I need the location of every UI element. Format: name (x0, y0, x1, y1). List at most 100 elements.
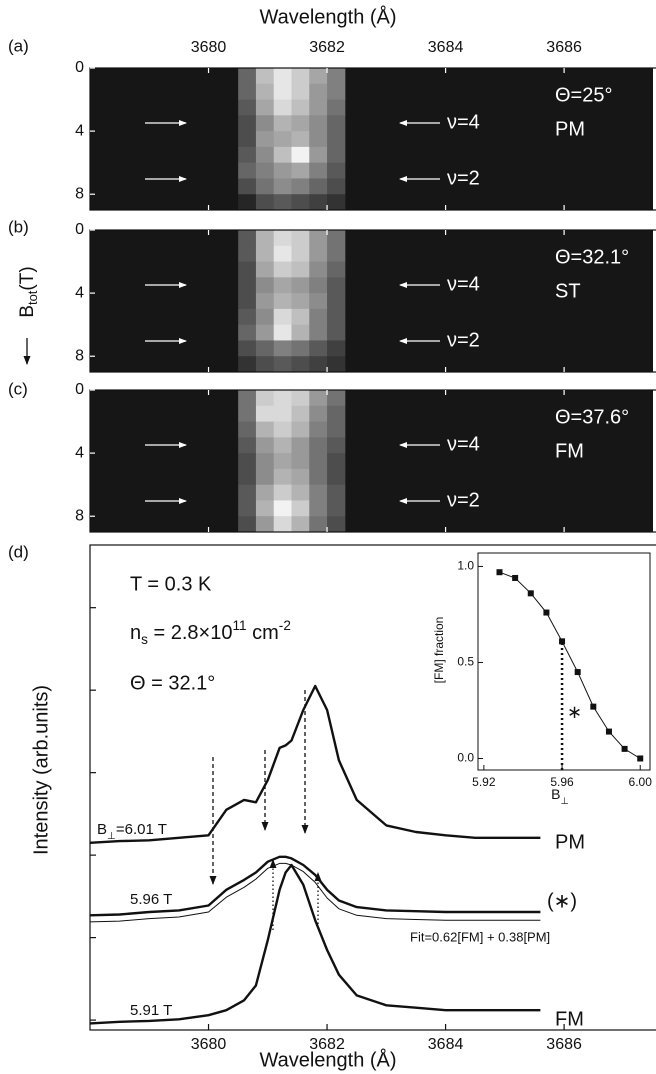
heatmap-cell (309, 178, 328, 195)
panel-label: (b) (8, 217, 29, 236)
text-part: cm (247, 622, 279, 644)
heatmap-cell (273, 500, 292, 517)
heatmap-cell (291, 356, 310, 373)
heatmap-cell (291, 453, 310, 470)
heatmap-cell (238, 277, 257, 294)
text-part: ⊥ (561, 796, 569, 807)
filling-factor-label: ν=2 (447, 489, 480, 511)
heatmap-cell (238, 308, 257, 326)
heatmap-cell (291, 405, 310, 423)
field-label: 5.91 T (130, 1002, 172, 1019)
heatmap-cell (238, 115, 257, 132)
heatmap-cell (291, 516, 310, 533)
x-tick-label: 6.00 (629, 775, 653, 789)
y-tick-label: 8 (75, 507, 84, 524)
series-label: (∗) (547, 890, 577, 912)
heatmap-cell (238, 146, 257, 164)
heatmap-cell (255, 500, 275, 517)
heatmap-cell (327, 308, 346, 326)
heatmap-cell (238, 261, 257, 278)
heatmap-cell (238, 194, 257, 211)
heatmap-cell (255, 83, 275, 101)
heatmap-cell (238, 245, 257, 263)
x-tick-label: 3686 (546, 1036, 582, 1053)
x-tick-label: 3682 (309, 39, 345, 56)
heatmap-cell (238, 68, 257, 85)
heatmap-cell (291, 340, 310, 357)
heatmap-cell (255, 468, 275, 486)
heatmap-cell (238, 500, 257, 517)
heatmap-cell (255, 178, 275, 195)
heatmap-cell (255, 516, 275, 533)
heatmap-cell (309, 83, 328, 101)
heatmap-cell (291, 99, 310, 116)
heatmap-cell (273, 390, 292, 407)
heatmap-cell (255, 162, 275, 179)
heatmap-cell (327, 230, 346, 247)
panel-frame (89, 229, 656, 373)
heatmap-cell (273, 308, 292, 326)
heatmap-cell (273, 178, 292, 195)
heatmap-cell (327, 468, 346, 486)
spectrum-line (89, 684, 541, 844)
heatmap-cell (273, 131, 292, 148)
y-tick-label: 0.5 (457, 655, 474, 669)
marker (574, 669, 581, 676)
heatmap-cell (309, 162, 328, 179)
text-part: n (130, 622, 141, 644)
heatmap-cell (291, 146, 310, 164)
heatmap-cell (309, 484, 328, 501)
text-part: B (17, 305, 38, 318)
annotation: ∗ (567, 702, 582, 722)
y-tick-label: 8 (75, 347, 84, 364)
x-tick-label: 5.96 (550, 775, 574, 789)
marker (559, 638, 566, 645)
heatmap-cell (309, 500, 328, 517)
annotation: ns = 2.8×1011 cm-2 (130, 618, 291, 647)
heatmap-cell (309, 293, 328, 310)
inset-frame (477, 552, 651, 771)
heatmap-cell (327, 324, 346, 341)
x-axis-title: Wavelength (Å) (259, 5, 396, 28)
heatmap-cell (238, 405, 257, 423)
heatmap-cell (291, 390, 310, 407)
heatmap-cell (273, 405, 292, 423)
heatmap-cell (238, 453, 257, 470)
heatmap-cell (255, 437, 275, 454)
spectrum-line (89, 863, 541, 1025)
text-part: ⊥ (107, 831, 116, 842)
heatmap-cell (238, 516, 257, 533)
spectrum-line (89, 855, 541, 917)
heatmap-cell (327, 421, 346, 438)
heatmap-cell (327, 340, 346, 357)
heatmap-cell (255, 99, 275, 116)
marker (543, 609, 550, 616)
annotation: PM (555, 118, 585, 140)
heatmap-cell (291, 261, 310, 278)
heatmap-cell (273, 115, 292, 132)
heatmap-cell (291, 162, 310, 179)
heatmap-cell (309, 421, 328, 438)
heatmap-cell (291, 484, 310, 501)
heatmap-cell (238, 178, 257, 195)
panel-label: (a) (8, 36, 29, 55)
annotation: Θ=32.1° (555, 246, 629, 268)
text-part: = 2.8×10 (148, 622, 233, 644)
y-tick-label: 0 (75, 381, 84, 398)
text-part: s (141, 632, 148, 647)
y-tick-label: 8 (75, 185, 84, 202)
heatmap-cell (255, 453, 275, 470)
annotation: FM (555, 440, 584, 462)
y-tick-label: 0 (75, 59, 84, 76)
x-axis-title: B⊥ (551, 786, 569, 807)
marker (621, 745, 628, 752)
heatmap-cell (238, 484, 257, 501)
heatmap-cell (327, 500, 346, 517)
heatmap-cell (309, 99, 328, 116)
marker (512, 574, 519, 581)
heatmap-cell (309, 356, 328, 373)
heatmap-cell (255, 146, 275, 164)
heatmap-cell (309, 230, 328, 247)
